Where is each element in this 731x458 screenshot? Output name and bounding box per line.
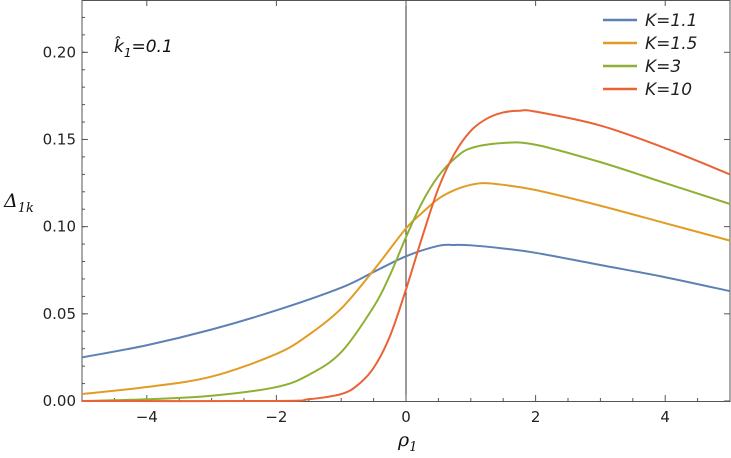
x-tick-label: 4 [660,408,670,426]
annotation-label: k̂1=0.1 [114,36,173,60]
y-axis-label: Δ1k [3,190,34,216]
legend-label: K=10 [645,80,692,100]
legend-label: K=1.1 [645,11,697,31]
x-axis: −4 −2 0 2 4 [81,0,731,426]
y-tick-label: 0.20 [43,43,76,61]
x-axis-label: ρ1 [397,429,417,455]
series-group [81,109,731,403]
legend-label: K=3 [645,57,681,77]
series-line-3 [81,109,731,403]
y-tick-label: 0.10 [43,218,76,236]
y-tick-label: 0.15 [43,130,76,148]
y-axis-label-sub: 1k [18,201,34,216]
x-tick-label: 2 [531,408,541,426]
annotation-subscript: 1 [124,46,132,60]
legend: K=1.1 K=1.5 K=3 K=10 [603,11,697,100]
y-axis: 0.00 0.05 0.10 0.15 0.20 [43,16,730,410]
series-line-0 [81,243,731,359]
x-axis-label-main: ρ [397,429,410,451]
x-tick-label: −4 [136,408,158,426]
x-axis-label-sub: 1 [409,440,417,455]
x-tick-label: −2 [265,408,287,426]
annotation-value: =0.1 [132,37,173,57]
legend-label: K=1.5 [645,34,697,54]
y-tick-label: 0.05 [43,305,76,323]
y-tick-label: 0.00 [43,392,76,410]
y-axis-label-main: Δ [3,190,18,212]
annotation-symbol: k̂ [114,36,125,57]
series-line-2 [81,141,731,402]
annotation: k̂1=0.1 [114,36,173,60]
x-tick-label: 0 [401,408,411,426]
series-line-1 [81,182,731,396]
